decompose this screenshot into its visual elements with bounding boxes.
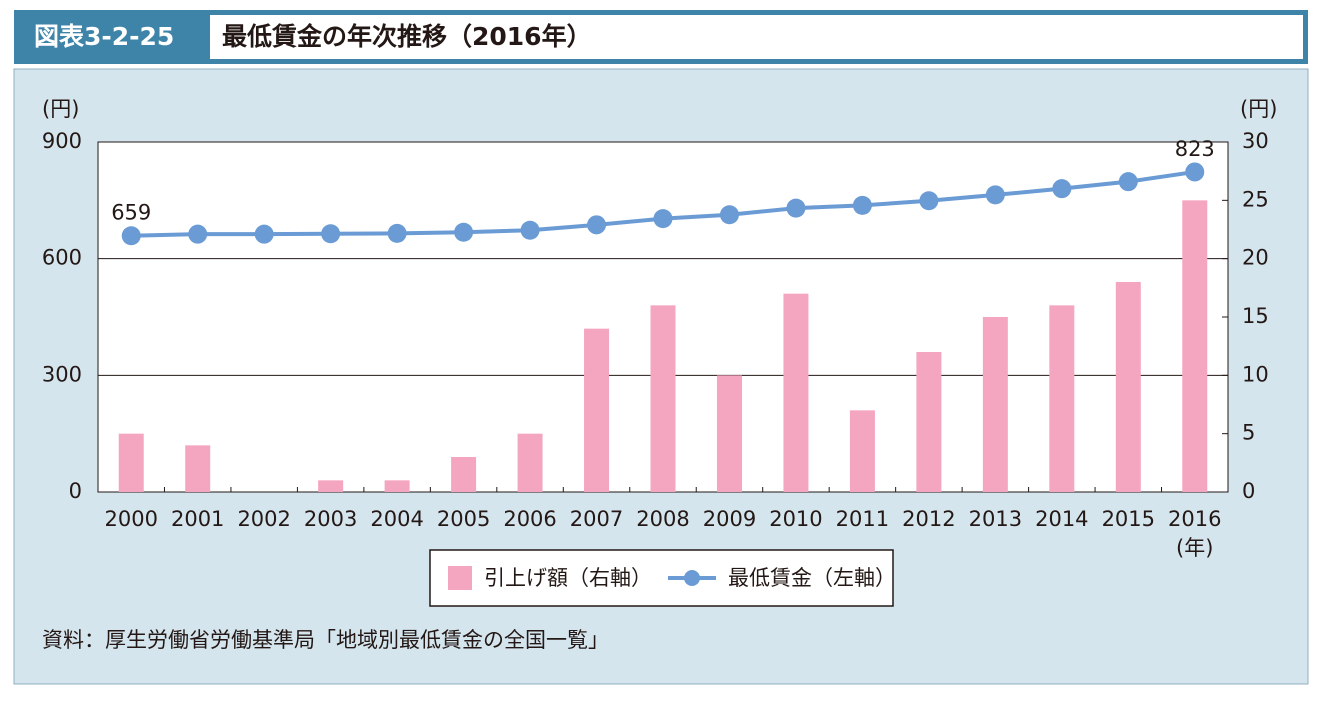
y-tick-label: 600 bbox=[42, 246, 82, 270]
x-tick-label: 2010 bbox=[769, 507, 822, 531]
bar bbox=[584, 328, 610, 492]
marker bbox=[786, 198, 806, 218]
marker bbox=[985, 185, 1005, 205]
x-tick-label: 2016 bbox=[1168, 507, 1221, 531]
marker bbox=[852, 195, 872, 215]
bar bbox=[916, 352, 942, 492]
x-tick-label: 2011 bbox=[836, 507, 889, 531]
bar bbox=[517, 433, 543, 492]
source-note: 資料：厚生労働省労働基準局「地域別最低賃金の全国一覧」 bbox=[42, 628, 609, 652]
y2-tick-label: 15 bbox=[1242, 304, 1269, 328]
marker bbox=[587, 215, 607, 235]
y-tick-label: 300 bbox=[42, 362, 82, 386]
bar bbox=[1182, 200, 1208, 493]
x-tick-label: 2012 bbox=[902, 507, 955, 531]
x-tick-label: 2008 bbox=[636, 507, 689, 531]
marker bbox=[1185, 162, 1205, 182]
marker bbox=[1052, 179, 1072, 199]
data-label: 823 bbox=[1175, 137, 1215, 161]
y2-tick-label: 10 bbox=[1242, 362, 1269, 386]
y-axis-unit: (円) bbox=[42, 97, 79, 121]
y2-tick-label: 25 bbox=[1242, 187, 1269, 211]
legend-swatch bbox=[684, 570, 700, 586]
legend-label: 引上げ額（右軸） bbox=[484, 566, 652, 590]
bar bbox=[185, 445, 211, 492]
x-tick-label: 2003 bbox=[304, 507, 357, 531]
y2-axis-unit: (円) bbox=[1240, 97, 1277, 121]
x-tick-label: 2015 bbox=[1102, 507, 1155, 531]
marker bbox=[1118, 172, 1138, 192]
bar bbox=[650, 305, 676, 492]
x-tick-label: 2009 bbox=[703, 507, 756, 531]
x-tick-label: 2006 bbox=[503, 507, 556, 531]
x-tick-label: 2007 bbox=[570, 507, 623, 531]
marker bbox=[387, 223, 407, 243]
y2-tick-label: 20 bbox=[1242, 246, 1269, 270]
bar bbox=[783, 293, 809, 492]
bar bbox=[849, 410, 875, 492]
marker bbox=[454, 222, 474, 242]
x-tick-label: 2014 bbox=[1035, 507, 1088, 531]
bar bbox=[318, 480, 344, 492]
y-tick-label: 900 bbox=[42, 129, 82, 153]
y2-tick-label: 5 bbox=[1242, 421, 1255, 445]
y2-tick-label: 30 bbox=[1242, 129, 1269, 153]
bar bbox=[1049, 305, 1075, 492]
header-title-box bbox=[210, 15, 1303, 59]
data-label: 659 bbox=[111, 201, 151, 225]
bar bbox=[716, 375, 742, 492]
x-axis-unit: (年) bbox=[1176, 536, 1213, 560]
x-tick-label: 2000 bbox=[105, 507, 158, 531]
x-tick-label: 2005 bbox=[437, 507, 490, 531]
marker bbox=[254, 224, 274, 244]
marker bbox=[653, 209, 673, 229]
bar bbox=[1115, 282, 1141, 492]
x-tick-label: 2004 bbox=[370, 507, 423, 531]
y2-tick-label: 0 bbox=[1242, 479, 1255, 503]
x-tick-label: 2002 bbox=[237, 507, 290, 531]
figure-title: 最低賃金の年次推移（2016年） bbox=[222, 22, 592, 51]
bar bbox=[451, 457, 477, 492]
legend bbox=[429, 549, 894, 607]
x-tick-label: 2013 bbox=[969, 507, 1022, 531]
y-tick-label: 0 bbox=[69, 479, 82, 503]
bar bbox=[118, 433, 144, 492]
marker bbox=[188, 224, 208, 244]
legend-swatch bbox=[448, 566, 472, 590]
figure-number: 図表3-2-25 bbox=[34, 22, 174, 51]
marker bbox=[919, 191, 939, 211]
legend-label: 最低賃金（左軸） bbox=[728, 566, 896, 590]
bar bbox=[384, 480, 410, 492]
marker bbox=[121, 226, 141, 246]
bar bbox=[982, 317, 1008, 492]
marker bbox=[321, 224, 341, 244]
marker bbox=[719, 205, 739, 225]
marker bbox=[520, 220, 540, 240]
x-tick-label: 2001 bbox=[171, 507, 224, 531]
